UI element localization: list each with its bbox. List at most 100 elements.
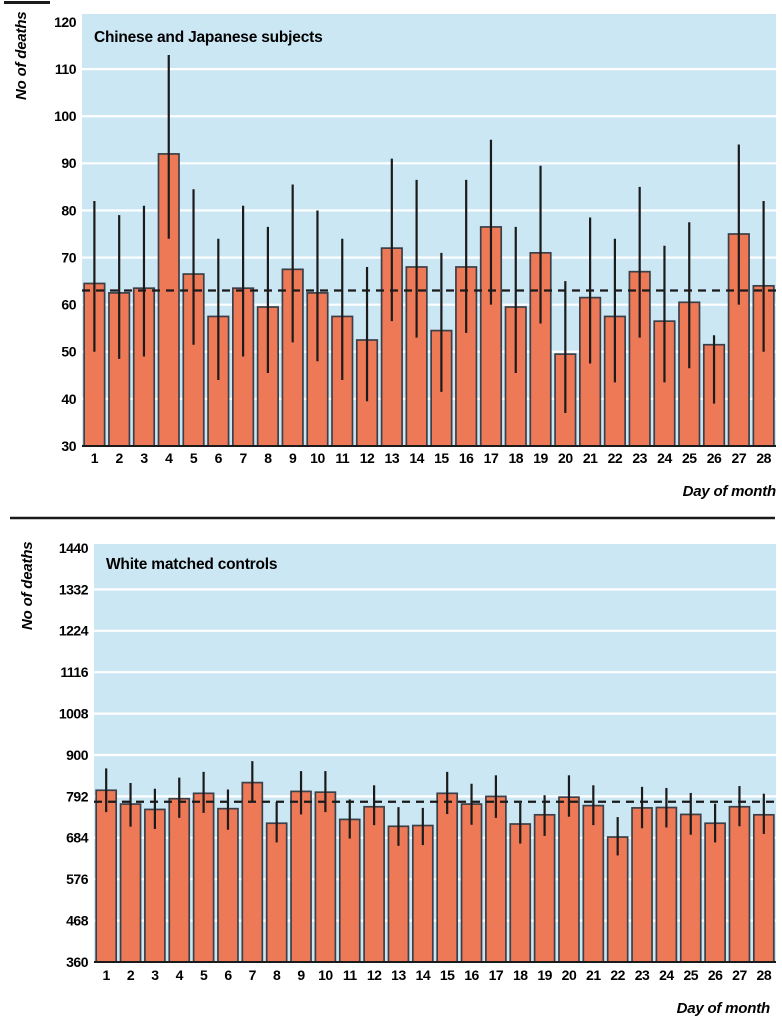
x-tick-label: 9 [289, 450, 297, 466]
x-tick-label: 26 [708, 967, 723, 983]
bar-day-20 [558, 796, 580, 963]
bar-day-18 [509, 823, 532, 963]
x-tick-label: 20 [562, 967, 577, 983]
x-tick-label: 5 [190, 450, 198, 466]
bar-day-11 [338, 818, 361, 963]
bar-day-3 [144, 808, 166, 963]
x-tick-label: 26 [707, 450, 722, 466]
y-tick-label: 468 [66, 913, 89, 929]
x-tick-label: 19 [537, 967, 552, 983]
x-tick-label: 1 [91, 450, 99, 466]
x-tick-label: 1 [103, 967, 111, 983]
x-tick-label: 4 [165, 450, 173, 466]
bar-day-14 [411, 824, 434, 963]
chart2-y-axis-title: No of deaths [19, 542, 36, 630]
x-tick-label: 21 [583, 450, 598, 466]
x-tick-label: 11 [335, 450, 350, 466]
x-tick-label: 18 [513, 967, 528, 983]
bar-day-25 [679, 813, 702, 963]
x-tick-label: 6 [224, 967, 232, 983]
y-tick-label: 100 [54, 108, 77, 124]
bar-day-19 [533, 813, 556, 963]
bar-day-10 [314, 791, 337, 963]
x-tick-label: 7 [239, 450, 247, 466]
y-tick-label: 50 [61, 344, 76, 360]
x-tick-label: 9 [297, 967, 305, 983]
y-tick-label: 70 [61, 249, 76, 265]
bar-day-8 [265, 822, 288, 963]
chart2-title: White matched controls [106, 556, 277, 573]
y-tick-label: 1224 [59, 623, 89, 639]
chart1-y-axis-title: No of deaths [13, 12, 30, 100]
x-tick-label: 12 [360, 450, 375, 466]
x-tick-label: 24 [657, 450, 672, 466]
x-tick-label: 14 [409, 450, 424, 466]
x-tick-label: 7 [249, 967, 257, 983]
x-tick-label: 10 [310, 450, 325, 466]
x-tick-label: 23 [635, 967, 650, 983]
y-tick-label: 792 [66, 788, 89, 804]
x-tick-label: 24 [659, 967, 674, 983]
x-tick-label: 15 [440, 967, 455, 983]
chart2-x-axis-title: Day of month [677, 1000, 770, 1017]
x-tick-label: 20 [558, 450, 573, 466]
bar-day-2 [119, 803, 142, 963]
x-tick-label: 18 [508, 450, 523, 466]
y-tick-label: 80 [61, 202, 76, 218]
x-tick-label: 2 [116, 450, 124, 466]
x-tick-label: 13 [391, 967, 406, 983]
bar-day-26 [704, 822, 726, 963]
y-tick-label: 30 [61, 438, 76, 454]
y-tick-label: 360 [66, 954, 89, 970]
bar-day-6 [217, 807, 239, 963]
bar-day-23 [631, 807, 653, 963]
bar-day-16 [460, 803, 483, 963]
x-tick-label: 8 [264, 450, 272, 466]
x-tick-label: 23 [632, 450, 647, 466]
bar-day-12 [363, 805, 385, 963]
x-tick-label: 27 [732, 967, 747, 983]
x-tick-label: 2 [127, 967, 135, 983]
y-tick-label: 1332 [59, 581, 89, 597]
top-rule-fragment [4, 1, 50, 4]
bar-day-4 [168, 797, 191, 963]
x-tick-label: 14 [416, 967, 431, 983]
bar-day-7 [241, 781, 264, 963]
x-tick-label: 27 [732, 450, 747, 466]
y-tick-label: 90 [61, 155, 76, 171]
bar-day-9 [290, 790, 312, 963]
x-tick-label: 25 [683, 967, 698, 983]
x-tick-label: 21 [586, 967, 601, 983]
x-tick-label: 22 [610, 967, 625, 983]
x-tick-label: 28 [757, 967, 772, 983]
bar-day-21 [582, 804, 605, 963]
y-tick-label: 120 [54, 14, 77, 30]
y-tick-label: 900 [66, 747, 89, 763]
x-tick-label: 3 [151, 967, 159, 983]
x-tick-label: 11 [343, 967, 358, 983]
bar-day-5 [192, 792, 215, 963]
x-tick-label: 17 [484, 450, 499, 466]
x-tick-label: 13 [385, 450, 400, 466]
bar-day-15 [436, 792, 459, 963]
x-tick-label: 16 [459, 450, 474, 466]
x-tick-label: 16 [464, 967, 479, 983]
bar-day-13 [387, 825, 410, 963]
y-tick-label: 684 [66, 830, 89, 846]
bar-day-17 [485, 795, 507, 963]
x-tick-label: 12 [367, 967, 382, 983]
chart1-title: Chinese and Japanese subjects [94, 29, 323, 46]
x-tick-label: 5 [200, 967, 208, 983]
y-tick-label: 110 [55, 61, 77, 77]
bar-day-28 [752, 813, 775, 963]
y-tick-label: 576 [66, 871, 89, 887]
x-tick-label: 8 [273, 967, 281, 983]
bar-day-24 [655, 806, 678, 963]
y-tick-label: 60 [61, 297, 76, 313]
x-tick-label: 3 [140, 450, 148, 466]
chart1-x-axis-title: Day of month [683, 483, 776, 500]
